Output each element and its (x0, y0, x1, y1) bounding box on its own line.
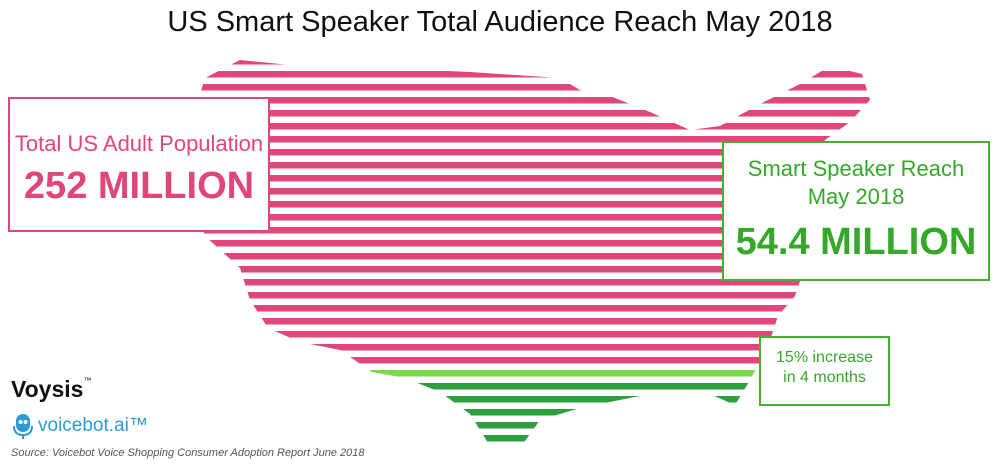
reach-label: Smart Speaker Reach May 2018 (724, 155, 988, 211)
population-stripe (190, 253, 870, 260)
population-stripe (190, 123, 870, 130)
population-stripe (190, 214, 870, 221)
voicebot-logo: voicebot.ai ™ (11, 412, 148, 440)
reach-value: 54.4 MILLION (735, 221, 977, 263)
microphone-robot-icon (13, 414, 33, 439)
reach-label-line2: May 2018 (807, 184, 905, 209)
source-note: Source: Voicebot Voice Shopping Consumer… (11, 447, 365, 459)
voicebot-logo-text: voicebot.ai (38, 415, 129, 436)
chart-title: US Smart Speaker Total Audience Reach Ma… (167, 6, 833, 38)
voysis-trademark: ™ (83, 376, 92, 385)
reach-stripe (190, 383, 870, 390)
population-stripe (190, 305, 870, 312)
population-stripe (190, 188, 870, 195)
population-stripe (190, 227, 870, 234)
reach-stripe (190, 370, 870, 377)
population-stripe (190, 175, 870, 182)
population-stripe (190, 357, 870, 364)
reach-stripe (190, 435, 870, 442)
increase-callout: 15% increase in 4 months (759, 336, 890, 406)
reach-stripe (190, 422, 870, 429)
voysis-logo: Voysis™ (11, 376, 91, 403)
population-stripe (190, 266, 870, 273)
population-stripe (190, 136, 870, 143)
population-value: 252 MILLION (23, 165, 255, 207)
population-stripe (190, 149, 870, 156)
population-stripe (190, 60, 870, 65)
population-stripe (190, 292, 870, 299)
population-stripe (190, 318, 870, 325)
population-stripe (190, 162, 870, 169)
voysis-logo-text: Voysis (11, 376, 84, 402)
population-stripe (190, 344, 870, 351)
population-stripe (190, 97, 870, 104)
population-stripe (190, 110, 870, 117)
population-stripe (190, 331, 870, 338)
reach-stripe (190, 396, 870, 403)
population-stripe (190, 240, 870, 247)
reach-label-line1: Smart Speaker Reach (747, 156, 965, 181)
voicebot-trademark: ™ (128, 415, 148, 436)
population-stripe (190, 279, 870, 286)
population-callout: Total US Adult Population 252 MILLION (8, 97, 270, 232)
increase-label: 15% increase in 4 months (761, 348, 888, 388)
reach-callout: Smart Speaker Reach May 2018 54.4 MILLIO… (722, 141, 990, 281)
increase-line2: in 4 months (783, 369, 866, 386)
population-stripe (190, 84, 870, 91)
population-stripe (190, 71, 870, 78)
population-label: Total US Adult Population (14, 131, 264, 156)
increase-line1: 15% increase (776, 349, 873, 366)
reach-stripe (190, 409, 870, 416)
population-stripe (190, 201, 870, 208)
